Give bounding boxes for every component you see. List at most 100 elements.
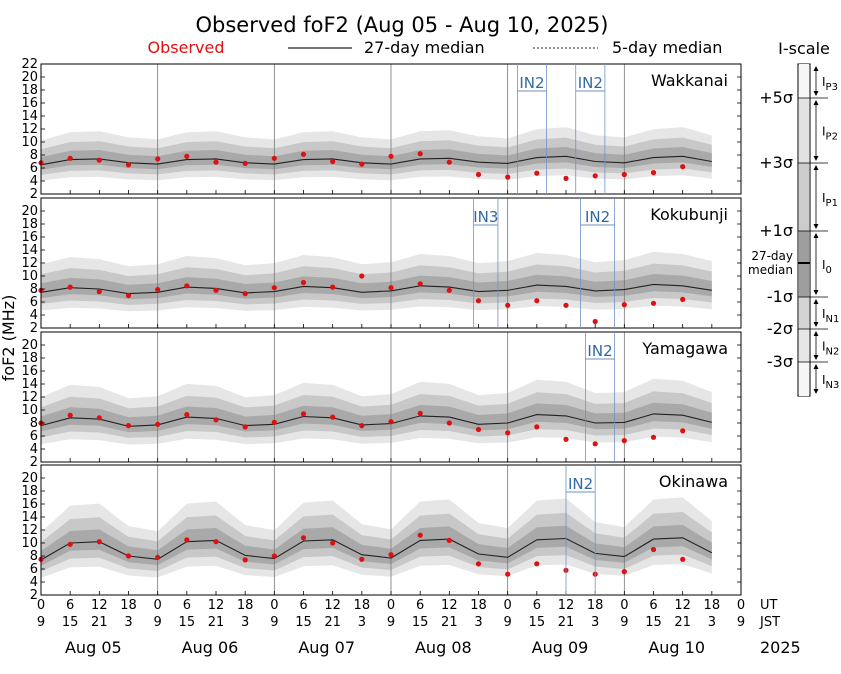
i-scale-arrowhead [813, 331, 819, 336]
x-tick-label-ut: 12 [208, 598, 225, 613]
x-tick-label-ut: 0 [620, 598, 628, 613]
y-tick-label: 10 [21, 403, 38, 418]
observed-point [330, 414, 336, 420]
i-scale-segment [799, 64, 809, 98]
y-tick-label: 20 [21, 70, 38, 85]
i-scale-arrowhead [813, 355, 819, 360]
x-tick-label-jst: 21 [208, 615, 225, 630]
y-tick-label: 6 [30, 429, 38, 444]
observed-point [184, 537, 190, 543]
observed-point [96, 539, 102, 545]
x-tick-label-ut: 12 [91, 598, 108, 613]
observed-point [300, 279, 307, 286]
x-tick-label-jst: 21 [324, 615, 341, 630]
i-scale-title: I-scale [778, 39, 830, 58]
y-tick-label: 4 [30, 575, 38, 590]
observed-point [388, 153, 394, 159]
index-label: IN2 [585, 208, 610, 226]
x-tick-label-ut: 18 [470, 598, 487, 613]
observed-point [475, 561, 482, 567]
observed-point [67, 284, 73, 290]
observed-point [475, 298, 482, 304]
y-tick-label: 20 [21, 338, 38, 353]
observed-point [388, 552, 394, 558]
observed-point [680, 164, 686, 170]
x-tick-label-jst: 15 [645, 615, 662, 630]
observed-point [125, 553, 132, 559]
x-tick-label-ut: 0 [270, 598, 278, 613]
y-tick-label: 16 [21, 364, 38, 379]
x-tick-label-ut: 12 [558, 598, 575, 613]
median-27day-line [40, 155, 712, 166]
x-tick-label-jst: 9 [154, 615, 162, 630]
y-tick-label: 20 [21, 204, 38, 219]
observed-point [563, 302, 569, 308]
observed-point [446, 537, 452, 544]
index-label: IN2 [587, 342, 612, 360]
panel-frame [40, 63, 742, 195]
observed-point [563, 436, 569, 442]
x-tick-label-jst: 15 [179, 615, 196, 630]
band-inner [41, 274, 712, 300]
i-scale-segment [799, 329, 809, 362]
y-tick-label: 16 [21, 96, 38, 111]
observed-point [330, 158, 336, 165]
index-label: IN2 [568, 475, 593, 493]
y-tick-label: 4 [30, 308, 38, 323]
observed-point [330, 540, 336, 546]
i-scale-median-label: median [748, 263, 793, 277]
panel-frame [40, 197, 742, 329]
x-tick-label-jst: 3 [241, 615, 249, 630]
observed-point [359, 161, 365, 167]
observed-point [213, 539, 219, 545]
observed-point [213, 287, 219, 293]
observed-point [213, 159, 219, 165]
y-tick-label: 4 [30, 442, 38, 457]
i-scale-category-label: IN3 [822, 373, 839, 391]
observed-point [184, 412, 190, 418]
i-scale-arrowhead [813, 322, 819, 327]
observed-point [359, 423, 365, 429]
observed-point [271, 285, 277, 291]
observed-point [650, 546, 657, 553]
x-tick-label-ut: 0 [504, 598, 512, 613]
date-label: Aug 08 [415, 638, 472, 657]
i-scale-sigma-label: +3σ [759, 153, 793, 172]
observed-point [534, 561, 540, 567]
x-tick-label-ut: 6 [649, 598, 657, 613]
observed-point [446, 287, 452, 293]
observed-point [388, 285, 394, 291]
i-scale-segment [799, 297, 809, 329]
index-label: IN3 [473, 208, 498, 226]
observed-point [534, 424, 540, 430]
i-scale-median-label: 27-day [751, 249, 793, 263]
y-tick-label: 12 [21, 390, 38, 405]
jst-label: JST [759, 615, 780, 630]
observed-point [446, 159, 452, 165]
i-scale-category-label: IP2 [822, 125, 838, 143]
y-tick-label: 10 [21, 536, 38, 551]
observed-point [621, 569, 627, 575]
observed-point [242, 160, 248, 166]
x-tick-label-jst: 9 [504, 615, 512, 630]
y-tick-label: 20 [21, 471, 38, 486]
observed-point [475, 426, 482, 433]
observed-point [242, 557, 248, 563]
date-label: Aug 10 [648, 638, 705, 657]
i-scale-category-label: IP1 [822, 191, 838, 209]
observed-point [271, 419, 277, 425]
x-tick-label-jst: 3 [708, 615, 716, 630]
band-inner [41, 147, 712, 170]
date-label: Aug 06 [182, 638, 239, 657]
y-tick-label: 12 [21, 523, 38, 538]
i-scale-segment [799, 98, 809, 163]
station-label: Kokubunji [650, 205, 728, 224]
panel-frame [40, 464, 742, 596]
y-tick-label: 6 [30, 161, 38, 176]
date-label: Aug 09 [532, 638, 589, 657]
observed-point [621, 171, 627, 178]
